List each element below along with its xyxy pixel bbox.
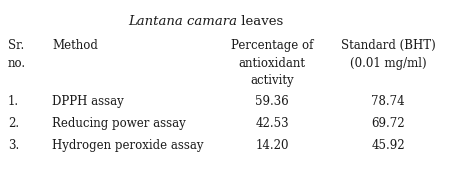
Text: (0.01 mg/ml): (0.01 mg/ml) <box>350 56 426 70</box>
Text: Hydrogen peroxide assay: Hydrogen peroxide assay <box>52 139 203 152</box>
Text: no.: no. <box>8 56 26 70</box>
Text: Percentage of: Percentage of <box>231 39 313 52</box>
Text: Lantana camara: Lantana camara <box>128 15 237 28</box>
Text: 59.36: 59.36 <box>255 95 289 108</box>
Text: DPPH assay: DPPH assay <box>52 95 124 108</box>
Text: 45.92: 45.92 <box>371 139 405 152</box>
Text: 2.: 2. <box>8 117 19 130</box>
Text: 42.53: 42.53 <box>255 117 289 130</box>
Text: Standard (BHT): Standard (BHT) <box>341 39 436 52</box>
Text: 3.: 3. <box>8 139 19 152</box>
Text: 14.20: 14.20 <box>255 139 289 152</box>
Text: activity: activity <box>250 74 294 87</box>
Text: Method: Method <box>52 39 98 52</box>
Text: Reducing power assay: Reducing power assay <box>52 117 186 130</box>
Text: antioxidant: antioxidant <box>238 56 306 70</box>
Text: leaves: leaves <box>237 15 283 28</box>
Text: 1.: 1. <box>8 95 19 108</box>
Text: 69.72: 69.72 <box>371 117 405 130</box>
Text: 78.74: 78.74 <box>371 95 405 108</box>
Text: Sr.: Sr. <box>8 39 24 52</box>
